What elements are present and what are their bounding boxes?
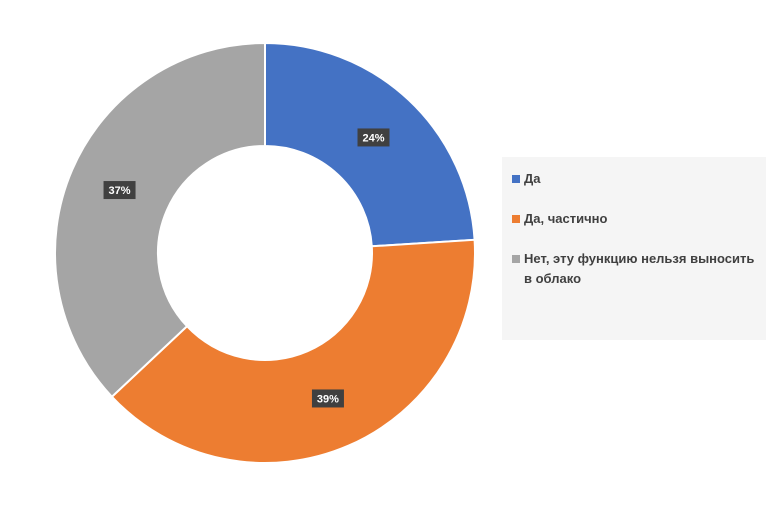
value-label-box — [311, 389, 344, 408]
legend-item: Нет, эту функцию нельзя выносить в облак… — [512, 249, 756, 289]
legend-item: Да, частично — [512, 209, 756, 229]
legend-label: Да, частично — [524, 211, 608, 226]
value-label-box — [357, 128, 390, 147]
legend: Да Да, частично Нет, эту функцию нельзя вы… — [502, 157, 766, 340]
legend-item: Да — [512, 169, 756, 189]
value-label: 39% — [317, 393, 339, 405]
value-label: 37% — [109, 185, 131, 197]
legend-swatch — [512, 215, 520, 223]
slice — [54, 41, 266, 399]
legend-label: Да — [524, 171, 541, 186]
legend-swatch — [512, 175, 520, 183]
legend-swatch — [512, 255, 520, 263]
slice — [110, 238, 476, 464]
value-label: 24% — [362, 132, 384, 144]
value-label-box — [103, 181, 136, 200]
legend-label: Нет, эту функцию нельзя выносить в облак… — [524, 251, 755, 286]
